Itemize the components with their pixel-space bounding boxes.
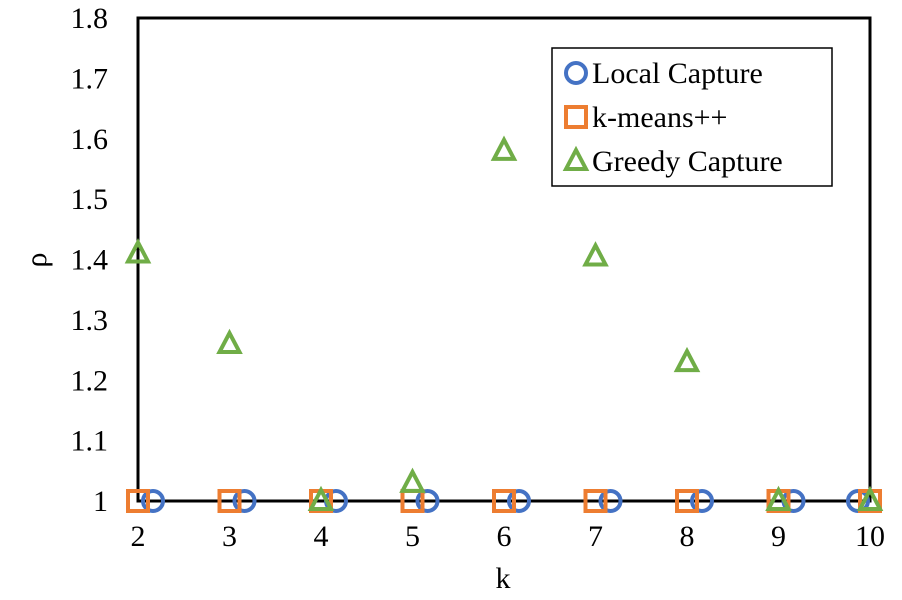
x-tick-label: 9 <box>771 520 786 553</box>
triangle-point <box>307 485 335 511</box>
x-tick-label: 2 <box>131 520 146 553</box>
circle-point <box>141 489 165 513</box>
square-point <box>217 489 242 513</box>
x-tick-label: 4 <box>314 520 329 553</box>
x-axis-ticks: 2 3 4 5 6 7 8 9 10 <box>131 520 886 553</box>
y-axis-label: ρ <box>20 253 53 268</box>
legend-label: k-means++ <box>592 101 727 134</box>
square-point <box>126 489 150 513</box>
x-tick-label: 7 <box>588 520 603 553</box>
x-tick-label: 6 <box>497 520 512 553</box>
triangle-point <box>582 241 609 267</box>
circle-point <box>598 489 623 513</box>
y-tick-label: 1.8 <box>71 2 109 35</box>
y-tick-label: 1.4 <box>71 244 109 277</box>
data-markers <box>124 135 884 513</box>
x-axis-label: k <box>496 562 511 595</box>
x-tick-label: 10 <box>855 520 885 553</box>
square-point <box>583 489 608 513</box>
circle-point <box>690 489 714 513</box>
triangle-point <box>490 135 518 161</box>
triangle-point <box>399 467 426 493</box>
triangle-point <box>124 238 152 264</box>
legend-circle-marker <box>564 61 588 85</box>
triangle-point <box>216 328 243 355</box>
legend-label: Local Capture <box>592 57 763 90</box>
y-tick-label: 1.2 <box>71 364 109 397</box>
y-tick-label: 1 <box>93 485 108 518</box>
square-point <box>675 489 699 513</box>
circle-point <box>507 489 531 513</box>
square-point <box>492 489 516 513</box>
triangle-point <box>765 485 792 511</box>
circle-point <box>232 489 257 513</box>
y-tick-label: 1.7 <box>71 62 109 95</box>
x-tick-label: 8 <box>680 520 695 553</box>
series-triangle <box>124 135 884 511</box>
triangle-point <box>856 485 884 511</box>
circle-point <box>415 489 440 513</box>
legend: Local Capture k-means++ Greedy Capture <box>551 47 833 187</box>
legend-triangle-marker <box>562 145 590 171</box>
y-tick-label: 1.6 <box>71 123 109 156</box>
legend-label: Greedy Capture <box>592 145 783 178</box>
y-axis-ticks: 1 1.1 1.2 1.3 1.4 1.5 1.6 1.7 1.8 <box>71 2 109 518</box>
triangle-point <box>673 346 701 373</box>
x-tick-label: 3 <box>222 520 237 553</box>
legend-frame <box>551 47 833 187</box>
y-tick-label: 1.5 <box>71 183 109 216</box>
y-tick-label: 1.1 <box>71 425 109 458</box>
y-tick-label: 1.3 <box>71 304 109 337</box>
legend-square-marker <box>564 105 588 129</box>
x-tick-label: 5 <box>405 520 420 553</box>
